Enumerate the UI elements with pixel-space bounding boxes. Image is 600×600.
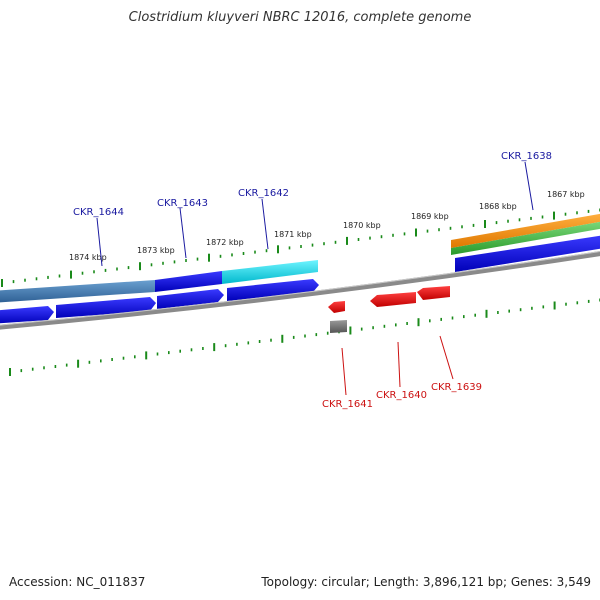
gray-gene-block[interactable]	[330, 320, 347, 333]
gene-label-ckr-1644[interactable]: CKR_1644	[73, 207, 124, 218]
green-track-segment	[451, 221, 600, 255]
leader-line	[439, 335, 454, 380]
leader-line	[96, 217, 103, 267]
reverse-gene-arrow[interactable]	[328, 301, 345, 313]
gene-label-ckr-1642[interactable]: CKR_1642	[238, 188, 289, 199]
summary-label: Topology: circular; Length: 3,896,121 bp…	[261, 575, 591, 589]
reverse-gene-arrow[interactable]	[417, 286, 450, 300]
reverse-gene-arrow[interactable]	[370, 292, 416, 307]
scale-label: 1872 kbp	[206, 238, 244, 247]
cyan-track-segment	[222, 260, 318, 284]
leader-line	[341, 347, 347, 396]
inner-tick-track	[9, 298, 600, 376]
gene-labels: CKR_1644 CKR_1643 CKR_1642 CKR_1638 CKR_…	[73, 151, 552, 410]
leader-line	[524, 161, 534, 211]
scale-label: 1867 kbp	[547, 190, 585, 199]
leader-line	[261, 198, 269, 250]
forward-gene-arrow[interactable]	[455, 235, 600, 272]
scale-labels: 1874 kbp 1873 kbp 1872 kbp 1871 kbp 1870…	[69, 190, 585, 262]
forward-gene-arrow[interactable]	[157, 289, 224, 309]
gene-label-ckr-1641[interactable]: CKR_1641	[322, 399, 373, 410]
forward-gene-arrow[interactable]	[227, 279, 319, 301]
steel-blue-track-segment	[0, 280, 155, 303]
forward-track-shading	[0, 213, 600, 303]
scale-label: 1868 kbp	[479, 202, 517, 211]
gene-label-ckr-1643[interactable]: CKR_1643	[157, 198, 208, 209]
genome-backbone	[0, 251, 600, 330]
leader-line	[179, 207, 187, 259]
gene-label-ckr-1639[interactable]: CKR_1639	[431, 382, 482, 393]
scale-label: 1869 kbp	[411, 212, 449, 221]
forward-gene-arrow[interactable]	[56, 297, 156, 318]
outer-tick-track	[1, 208, 600, 287]
scale-label: 1871 kbp	[274, 230, 312, 239]
scale-label: 1874 kbp	[69, 253, 107, 262]
genome-backbone-highlight	[0, 251, 600, 326]
gene-label-ckr-1638[interactable]: CKR_1638	[501, 151, 552, 162]
leader-line	[397, 341, 401, 388]
blue-track-segment	[155, 271, 222, 292]
orange-track-segment	[451, 213, 600, 248]
forward-genes	[0, 235, 600, 324]
forward-gene-arrow[interactable]	[0, 306, 54, 324]
gene-leader-lines	[96, 161, 534, 396]
gene-label-ckr-1640[interactable]: CKR_1640	[376, 390, 427, 401]
scale-label: 1873 kbp	[137, 246, 175, 255]
scale-label: 1870 kbp	[343, 221, 381, 230]
accession-label: Accession: NC_011837	[9, 575, 146, 589]
reverse-genes	[328, 286, 450, 333]
genome-title: Clostridium kluyveri NBRC 12016, complet…	[128, 10, 472, 25]
